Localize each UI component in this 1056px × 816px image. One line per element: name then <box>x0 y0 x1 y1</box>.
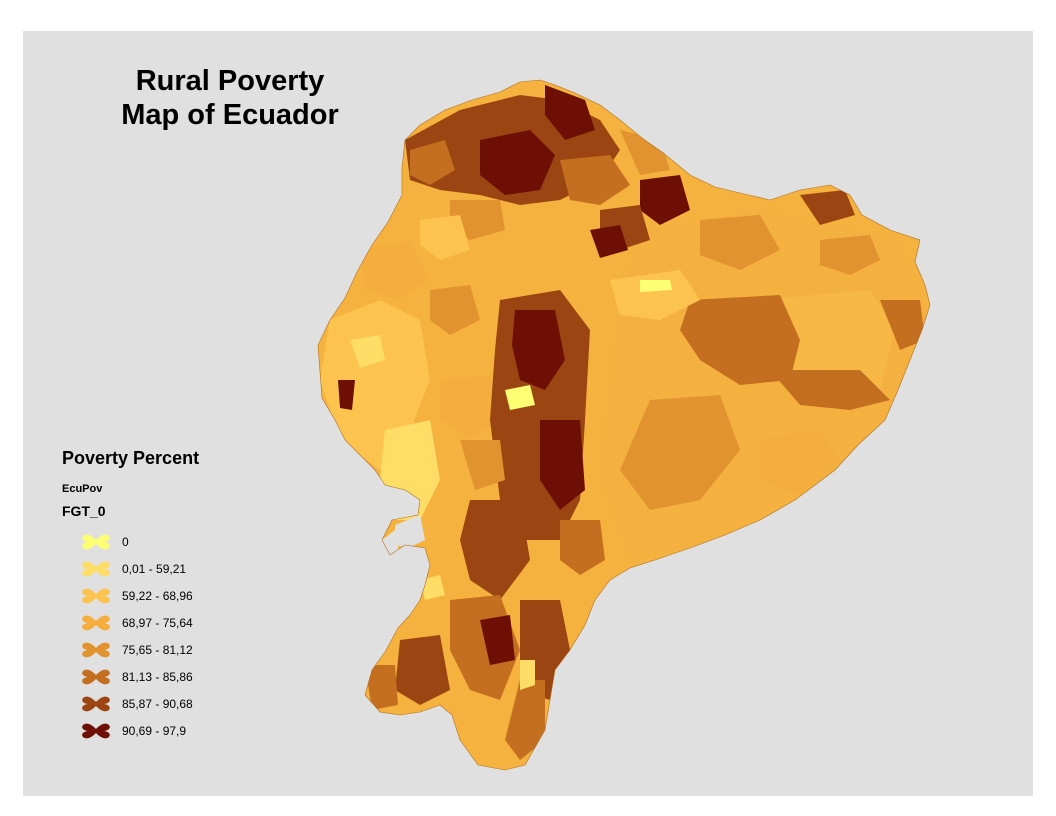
legend-label: 90,69 - 97,9 <box>122 723 187 738</box>
legend-item: 81,13 - 85,86 <box>80 663 193 690</box>
map-title-line2: Map of Ecuador <box>121 99 339 131</box>
legend-label: 59,22 - 68,96 <box>122 588 193 603</box>
legend-label: 0 <box>122 534 129 549</box>
legend-swatch <box>82 588 110 603</box>
legend-item: 59,22 - 68,96 <box>80 582 193 609</box>
legend-item: 75,65 - 81,12 <box>80 636 193 663</box>
legend-swatch <box>82 534 110 549</box>
legend-item: 0 <box>80 528 193 555</box>
legend-swatch <box>82 669 110 684</box>
legend-swatch <box>82 561 110 576</box>
map-title: Rural Poverty Map of Ecuador <box>90 64 370 132</box>
legend-heading: Poverty Percent <box>62 448 200 468</box>
legend-label: 75,65 - 81,12 <box>122 642 193 657</box>
legend-layer-name: EcuPov <box>62 483 103 495</box>
legend-items: 0 0,01 - 59,21 59,22 - 68,96 68,97 - 75,64 7… <box>80 528 193 744</box>
legend-label: 0,01 - 59,21 <box>122 561 187 576</box>
legend-label: 81,13 - 85,86 <box>122 669 193 684</box>
legend-label: 68,97 - 75,64 <box>122 615 193 630</box>
map-title-line1: Rural Poverty <box>135 65 325 97</box>
legend-swatch <box>82 615 110 630</box>
legend-item: 85,87 - 90,68 <box>80 690 193 717</box>
legend-label: 85,87 - 90,68 <box>122 696 193 711</box>
legend-item: 90,69 - 97,9 <box>80 717 193 744</box>
legend-swatch <box>82 696 110 711</box>
legend-field-name: FGT_0 <box>62 503 106 519</box>
legend-item: 68,97 - 75,64 <box>80 609 193 636</box>
legend-swatch <box>82 642 110 657</box>
legend-swatch <box>82 723 110 738</box>
legend-item: 0,01 - 59,21 <box>80 555 193 582</box>
